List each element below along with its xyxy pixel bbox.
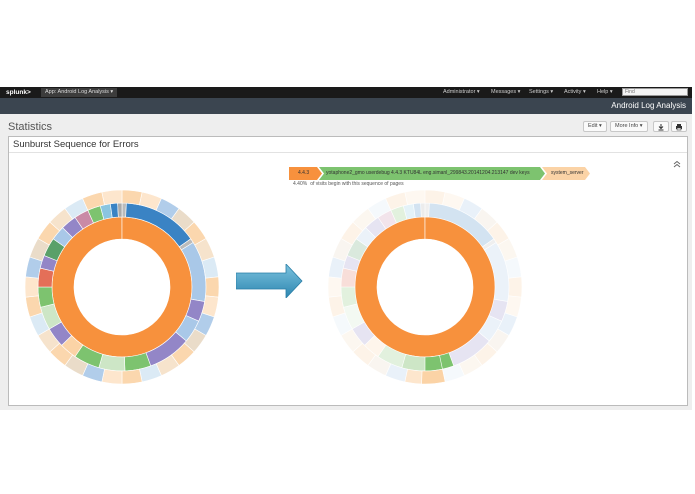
sunburst-segment[interactable] — [37, 286, 55, 308]
sunburst-outer-segment[interactable] — [385, 363, 408, 383]
sunburst-outer-segment[interactable] — [497, 312, 518, 336]
sunburst-segment[interactable] — [390, 205, 408, 224]
sunburst-outer-segment[interactable] — [442, 191, 465, 211]
sunburst-segment[interactable] — [483, 242, 510, 302]
sunburst-outer-segment[interactable] — [367, 197, 392, 220]
menu-help[interactable]: Help ▾ — [597, 89, 613, 95]
sunburst-segment[interactable] — [355, 227, 376, 248]
sunburst-outer-segment[interactable] — [487, 221, 510, 246]
sunburst-segment[interactable] — [340, 286, 358, 308]
sunburst-core-segment[interactable] — [354, 216, 496, 358]
sunburst-outer-segment[interactable] — [332, 312, 353, 336]
sunburst-outer-segment[interactable] — [458, 197, 483, 220]
sunburst-segment[interactable] — [412, 202, 422, 219]
print-icon[interactable] — [671, 121, 687, 132]
visits-text: of visits begin with this sequence of pa… — [310, 181, 404, 187]
sunburst-segment[interactable] — [365, 216, 387, 238]
breadcrumb-label-3: system_server — [551, 170, 584, 176]
collapse-icon[interactable] — [673, 160, 681, 170]
sunburst-segment[interactable] — [488, 298, 509, 322]
sunburst-outer-segment[interactable] — [504, 256, 522, 279]
sunburst-segment[interactable] — [377, 209, 397, 230]
sunburst-segment[interactable] — [342, 255, 361, 272]
edit-button[interactable]: Edit ▾ — [583, 121, 607, 132]
sunburst-outer-segment[interactable] — [328, 276, 342, 298]
sunburst-segment[interactable] — [424, 202, 430, 218]
breadcrumb-label-1: 4.4.3 — [298, 170, 310, 176]
sunburst-outer-segment[interactable] — [367, 354, 392, 377]
page-title: Statistics — [8, 121, 53, 133]
sunburst-outer-segment[interactable] — [101, 190, 123, 206]
sunburst-outer-segment[interactable] — [332, 238, 353, 262]
sunburst-segment[interactable] — [351, 321, 376, 346]
sunburst-outer-segment[interactable] — [508, 276, 522, 298]
sunburst-segment[interactable] — [402, 203, 416, 220]
menu-administrator[interactable]: Administrator ▾ — [443, 89, 480, 95]
sunburst-outer-segment[interactable] — [121, 190, 143, 206]
sunburst-segment[interactable] — [377, 344, 407, 369]
sunburst-highlight-outer[interactable] — [421, 368, 446, 384]
menu-messages[interactable]: Messages ▾ — [491, 89, 521, 95]
sunburst-outer-segment[interactable] — [121, 368, 143, 384]
sunburst-outer-segment[interactable] — [487, 328, 510, 353]
menu-activity[interactable]: Activity ▾ — [564, 89, 586, 95]
top-nav-bar: splunk> App: Android Log Analysis ▾ Admi… — [0, 87, 692, 98]
app-menu[interactable]: App: Android Log Analysis ▾ — [41, 88, 118, 97]
sunburst-outer-segment[interactable] — [352, 208, 377, 232]
sunburst-outer-segment[interactable] — [504, 295, 522, 318]
breadcrumb-segment-1[interactable] — [289, 167, 322, 180]
visits-caption: 4.40% of visits begin with this sequence … — [293, 181, 407, 187]
sunburst-outer-segment[interactable] — [497, 238, 518, 262]
app-bar: Android Log Analysis — [0, 98, 692, 114]
sunburst-segment[interactable] — [420, 202, 426, 218]
breadcrumb-segment-2[interactable] — [319, 167, 545, 180]
transition-arrow-icon — [236, 264, 303, 298]
sunburst-segment[interactable] — [340, 267, 358, 288]
sunburst-chart-highlighted[interactable] — [328, 190, 522, 384]
sunburst-outer-segment[interactable] — [328, 256, 346, 279]
download-icon[interactable] — [653, 121, 669, 132]
sunburst-core-segment[interactable] — [51, 216, 193, 358]
splunk-logo[interactable]: splunk> — [6, 89, 31, 96]
more-info-button[interactable]: More Info ▾ — [610, 121, 648, 132]
sunburst-chart-full[interactable] — [25, 190, 219, 384]
sunburst-outer-segment[interactable] — [458, 354, 483, 377]
sunburst-outer-segment[interactable] — [473, 342, 498, 366]
sunburst-segment[interactable] — [346, 238, 369, 262]
breadcrumb-segment-3[interactable] — [542, 167, 590, 180]
sunburst-outer-segment[interactable] — [340, 221, 363, 246]
sunburst-outer-segment[interactable] — [352, 342, 377, 366]
find-input[interactable] — [622, 88, 688, 96]
visits-percent: 4.40% — [293, 181, 308, 187]
sunburst-segment[interactable] — [343, 303, 365, 330]
breadcrumb-label-2: yotaphone2_gmo userdebug 4.4.3 KTU84L en… — [326, 170, 530, 176]
sunburst-outer-segment[interactable] — [340, 328, 363, 353]
sunburst-segment[interactable] — [364, 335, 387, 358]
sunburst-segment[interactable] — [481, 238, 497, 251]
sunburst-outer-segment[interactable] — [328, 295, 346, 318]
app-title: Android Log Analysis — [611, 101, 686, 110]
sunburst-outer-segment[interactable] — [205, 276, 219, 298]
sunburst-outer-segment[interactable] — [385, 191, 408, 211]
panel-title: Sunburst Sequence for Errors — [13, 139, 139, 150]
sunburst-highlight-segment[interactable] — [424, 355, 443, 372]
sunburst-segment[interactable] — [478, 315, 503, 342]
sunburst-outer-segment[interactable] — [101, 368, 123, 384]
panel-divider — [9, 152, 687, 153]
sunburst-outer-segment[interactable] — [424, 190, 446, 206]
sunburst-outer-segment[interactable] — [25, 276, 39, 298]
sunburst-segment[interactable] — [428, 202, 495, 248]
menu-settings[interactable]: Settings ▾ — [529, 89, 554, 95]
sunburst-outer-segment[interactable] — [473, 208, 498, 232]
sunburst-outer-segment[interactable] — [404, 190, 426, 206]
sequence-breadcrumb — [289, 167, 590, 180]
sunburst-segment[interactable] — [117, 202, 123, 218]
